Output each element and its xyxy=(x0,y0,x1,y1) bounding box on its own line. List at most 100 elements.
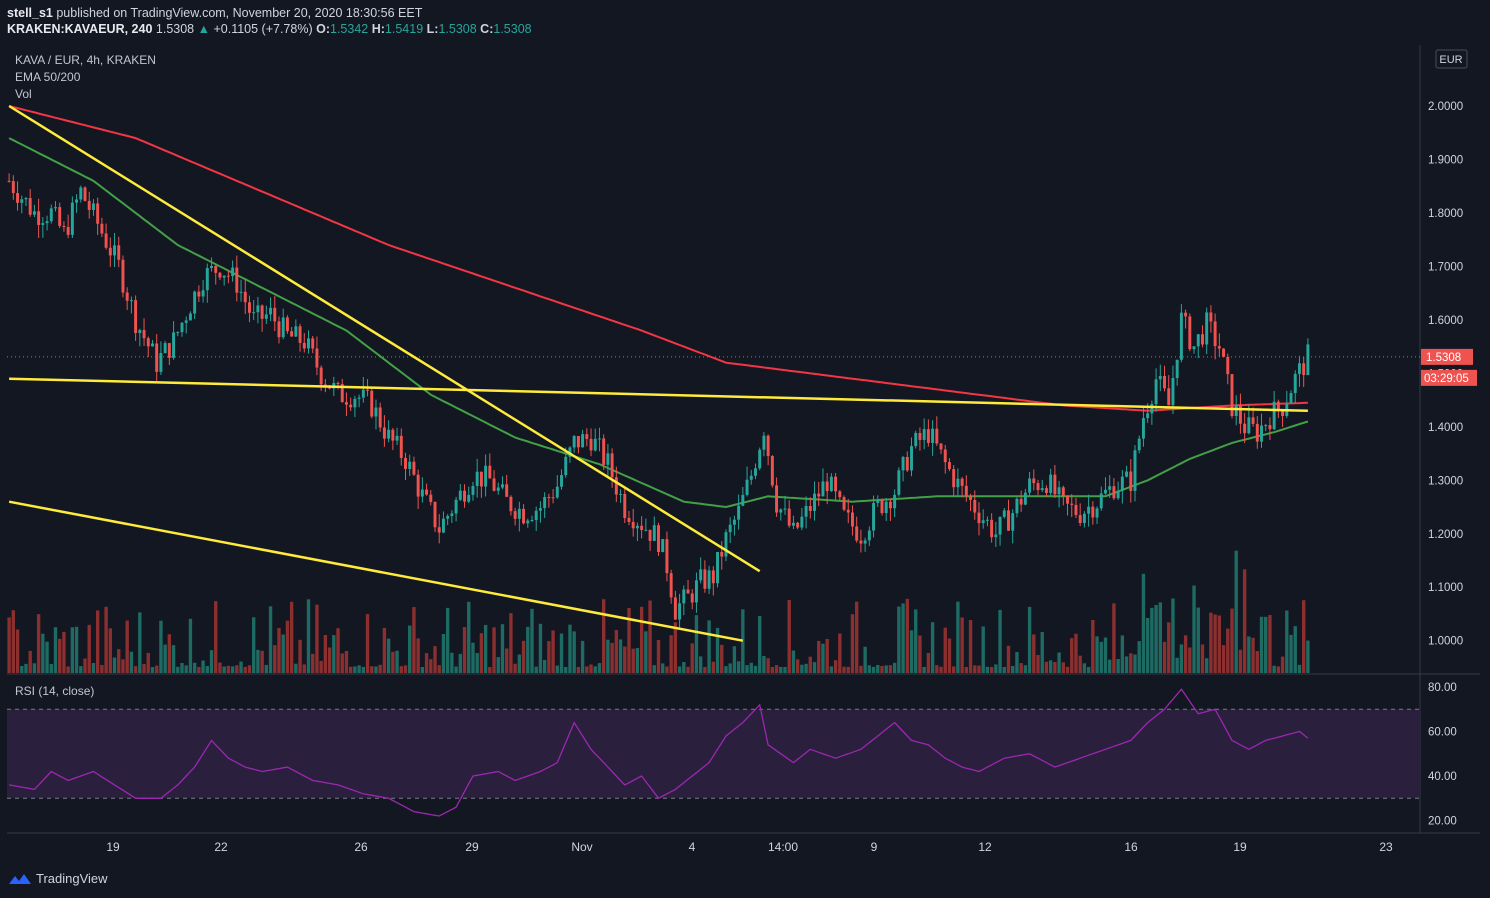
volume-bar xyxy=(576,666,581,673)
legend-vol[interactable]: Vol xyxy=(15,87,32,101)
volume-bar xyxy=(1015,652,1019,673)
price-tick-label: 1.4000 xyxy=(1428,422,1463,434)
volume-bar xyxy=(694,615,699,673)
legend-ema[interactable]: EMA 50/200 xyxy=(15,70,81,84)
candle-body xyxy=(374,407,378,417)
candle-body xyxy=(960,478,964,486)
candle-body xyxy=(226,275,230,277)
volume-bar xyxy=(635,647,640,673)
candle-body xyxy=(829,476,833,492)
candle-body xyxy=(775,485,779,513)
volume-bar xyxy=(365,614,370,673)
candle-body xyxy=(1133,450,1137,491)
volume-bar xyxy=(1108,659,1112,673)
volume-bar xyxy=(306,599,311,673)
volume-bar xyxy=(1301,600,1306,673)
candle-body xyxy=(855,526,859,541)
ema200-line xyxy=(8,105,1308,412)
volume-bar xyxy=(1200,644,1205,673)
volume-bar xyxy=(1183,635,1188,673)
ohlc-high-key: H: xyxy=(371,22,385,36)
candle-body xyxy=(479,471,483,487)
volume-bar xyxy=(1213,614,1217,673)
candle-body xyxy=(914,432,918,447)
candle-body xyxy=(108,247,112,256)
candle-body xyxy=(939,443,943,450)
volume-bar xyxy=(311,653,315,673)
candle-body xyxy=(1066,495,1070,504)
volume-bar xyxy=(1188,647,1192,673)
volume-bar xyxy=(416,638,420,673)
volume-bar xyxy=(973,665,977,673)
candle-body xyxy=(619,493,623,495)
trendline-2 xyxy=(9,377,1308,413)
candle-body xyxy=(1032,478,1036,484)
candle-body xyxy=(956,478,960,488)
volume-bar xyxy=(1280,656,1285,673)
volume-bar xyxy=(521,640,526,673)
volume-bar xyxy=(53,627,58,673)
candle-body xyxy=(505,484,509,497)
volume-bar xyxy=(1103,637,1108,673)
volume-bar xyxy=(686,666,690,673)
candle-body xyxy=(1205,312,1209,345)
volume-bar xyxy=(564,666,568,673)
ohlc-close-key: C: xyxy=(480,22,494,36)
candle-body xyxy=(994,534,998,538)
ema50-line xyxy=(8,137,1309,509)
candle-body xyxy=(311,338,315,349)
candle-body xyxy=(842,497,846,510)
tradingview-logo[interactable]: TradingView xyxy=(8,871,108,886)
volume-bar xyxy=(846,666,850,673)
volume-bar xyxy=(294,663,298,673)
candle-body xyxy=(610,453,614,478)
time-tick-label: 19 xyxy=(106,840,120,854)
volume-bar xyxy=(1171,598,1175,673)
volume-bar xyxy=(977,665,981,673)
candle-body xyxy=(450,513,454,517)
legend-title[interactable]: KAVA / EUR, 4h, KRAKEN xyxy=(15,53,156,67)
volume-bar xyxy=(281,634,285,673)
candle-body xyxy=(247,302,251,313)
volume-bar xyxy=(711,661,716,673)
candle-body xyxy=(32,211,36,215)
volume-bar xyxy=(863,646,867,673)
volume-bar xyxy=(623,646,627,673)
candle-body xyxy=(770,456,774,486)
candle-body xyxy=(1036,483,1040,491)
volume-bar xyxy=(580,640,585,673)
volume-bar xyxy=(28,650,32,673)
volume-bar xyxy=(994,664,998,673)
volume-bar xyxy=(542,659,547,673)
candle-body xyxy=(850,512,854,527)
volume-bar xyxy=(129,651,134,673)
volume-bar xyxy=(1032,634,1036,673)
candle-body xyxy=(724,532,728,557)
volume-bar xyxy=(715,627,720,673)
volume-bar xyxy=(121,659,125,673)
volume-bar xyxy=(230,666,235,673)
volume-bar xyxy=(214,601,218,673)
volume-bar xyxy=(467,601,471,673)
candle-body xyxy=(159,353,163,372)
candle-body xyxy=(593,438,597,451)
volume-bar xyxy=(268,606,273,673)
volume-bar xyxy=(985,666,990,673)
volume-bar xyxy=(593,666,597,673)
candle-body xyxy=(585,434,589,439)
candle-body xyxy=(1238,405,1242,424)
candle-body xyxy=(665,539,669,574)
volume-bar xyxy=(70,627,75,673)
volume-series xyxy=(7,550,1310,673)
ohlc-open-value: 1.5342 xyxy=(330,22,369,36)
candle-body xyxy=(488,465,492,479)
volume-bar xyxy=(83,658,87,673)
legend-rsi[interactable]: RSI (14, close) xyxy=(15,684,95,698)
candle-body xyxy=(273,307,277,322)
candle-body xyxy=(652,525,656,541)
volume-bar xyxy=(95,610,100,673)
candle-body xyxy=(682,589,686,604)
volume-bar xyxy=(1272,665,1276,673)
candle-body xyxy=(290,331,294,337)
